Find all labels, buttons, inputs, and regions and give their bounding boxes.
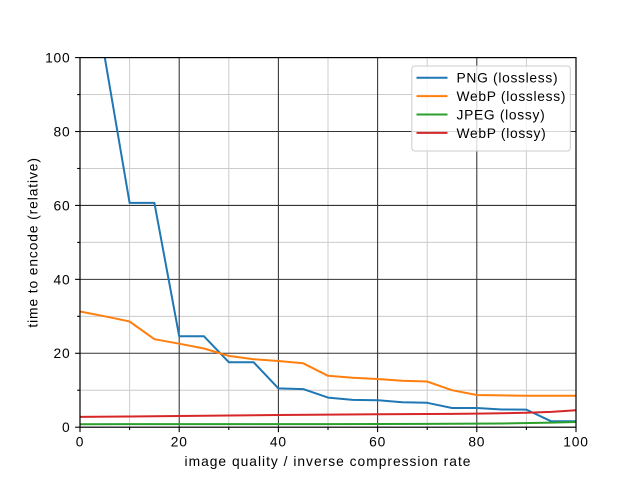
svg-text:20: 20 xyxy=(54,346,71,361)
svg-text:40: 40 xyxy=(54,272,71,287)
svg-text:0: 0 xyxy=(76,435,84,450)
svg-text:80: 80 xyxy=(54,124,71,139)
svg-text:JPEG (lossy): JPEG (lossy) xyxy=(457,107,546,122)
svg-text:60: 60 xyxy=(54,198,71,213)
svg-text:100: 100 xyxy=(563,435,588,450)
svg-text:WebP (lossless): WebP (lossless) xyxy=(457,89,567,104)
svg-text:80: 80 xyxy=(468,435,485,450)
svg-text:0: 0 xyxy=(62,420,70,435)
svg-text:WebP (lossy): WebP (lossy) xyxy=(457,126,547,141)
svg-text:PNG (lossless): PNG (lossless) xyxy=(457,71,559,86)
svg-text:60: 60 xyxy=(369,435,386,450)
svg-text:100: 100 xyxy=(45,51,70,66)
svg-text:time to encode (relative): time to encode (relative) xyxy=(26,157,41,328)
svg-text:20: 20 xyxy=(171,435,188,450)
svg-text:image quality / inverse compre: image quality / inverse compression rate xyxy=(185,454,472,469)
svg-text:40: 40 xyxy=(270,435,287,450)
